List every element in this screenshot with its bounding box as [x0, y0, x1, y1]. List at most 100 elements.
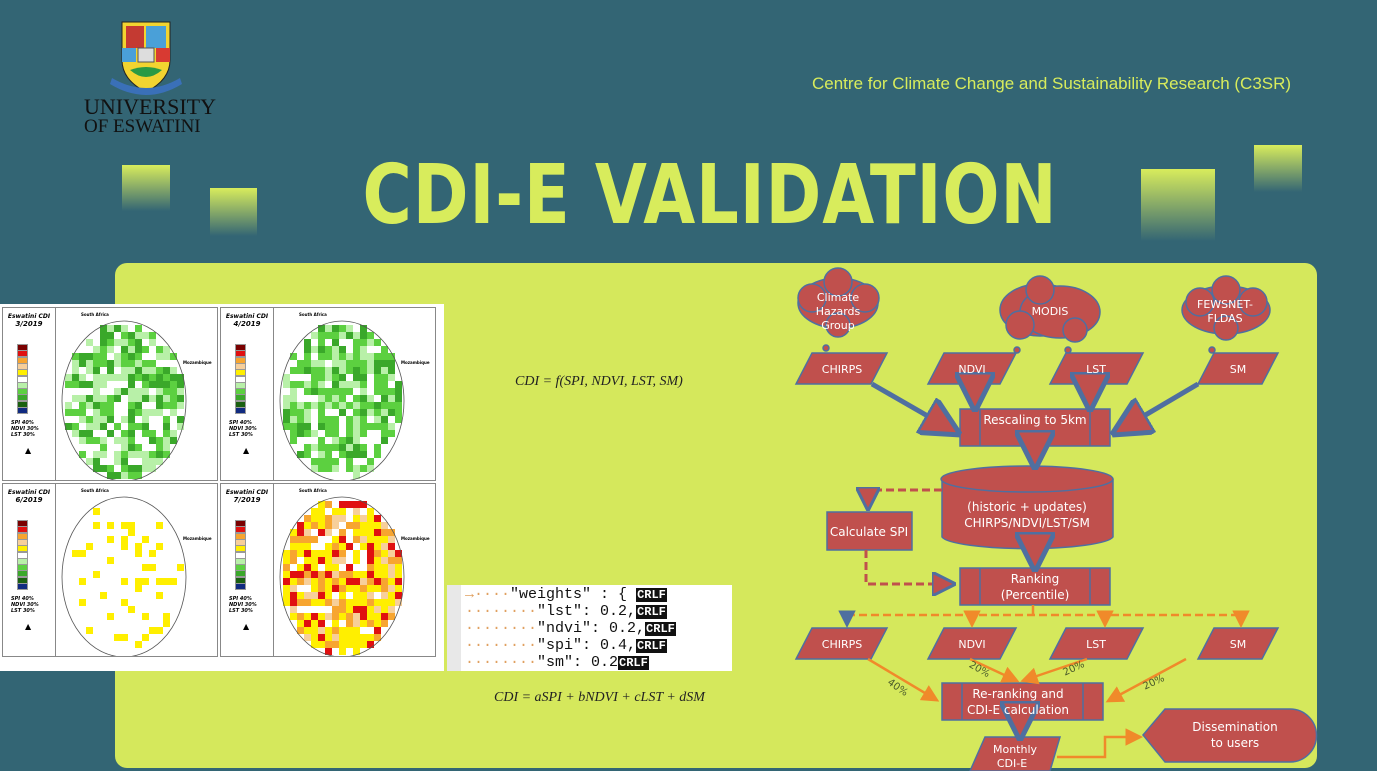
calculate-spi-process	[826, 511, 913, 551]
weights-code-snippet: →····"weights" : { CRLF ········"lst": 0…	[447, 585, 732, 671]
map-cell	[367, 529, 374, 536]
map-cell	[353, 536, 360, 543]
map-cell	[128, 423, 135, 430]
map-cell	[170, 381, 177, 388]
map-cell	[325, 515, 332, 522]
map-cell	[283, 416, 290, 423]
map-cell	[135, 444, 142, 451]
map-cell	[149, 416, 156, 423]
map-cell	[142, 367, 149, 374]
calculate-spi-label: Calculate SPI	[830, 525, 908, 539]
map-cell	[149, 564, 156, 571]
map-cell	[283, 402, 290, 409]
map-cell	[135, 606, 142, 613]
map-cell	[353, 353, 360, 360]
map-cell	[290, 592, 297, 599]
map-cell	[121, 634, 128, 641]
output-sm	[1196, 627, 1280, 660]
map-cell	[156, 585, 163, 592]
map-cell	[325, 472, 332, 479]
map-cell	[107, 444, 114, 451]
map-cell	[381, 346, 388, 353]
map-cell	[395, 423, 402, 430]
map-cell	[93, 599, 100, 606]
map-cell	[395, 402, 402, 409]
map-cell	[100, 536, 107, 543]
map-cell	[114, 353, 121, 360]
map-legend: Eswatini CDI 4/2019 SPI 40% NDVI 30% LST 30%…	[221, 308, 274, 480]
map-cell	[360, 423, 367, 430]
map-cell	[346, 472, 353, 479]
map-cell	[156, 599, 163, 606]
map-cell	[100, 437, 107, 444]
map-cell	[149, 508, 156, 515]
map-cell	[353, 367, 360, 374]
map-cell	[149, 395, 156, 402]
map-cell	[79, 571, 86, 578]
map-cell	[79, 444, 86, 451]
map-cell	[100, 585, 107, 592]
map-cell	[156, 613, 163, 620]
map-cell	[100, 423, 107, 430]
map-cell	[114, 550, 121, 557]
map-cell	[297, 444, 304, 451]
map-cell	[86, 395, 93, 402]
map-cell	[135, 550, 142, 557]
map-cell	[388, 550, 395, 557]
map-label-south-africa: South Africa	[299, 488, 327, 493]
map-cell	[290, 606, 297, 613]
map-cell	[367, 416, 374, 423]
map-cell	[72, 416, 79, 423]
map-cell	[360, 416, 367, 423]
map-cell	[339, 465, 346, 472]
map-cell	[100, 592, 107, 599]
cdi-map-panel: Eswatini CDI 3/2019 SPI 40% NDVI 30% LST 30%…	[2, 307, 218, 481]
map-cell	[325, 437, 332, 444]
map-cell	[304, 381, 311, 388]
map-cell	[304, 571, 311, 578]
map-cell	[149, 353, 156, 360]
map-cell	[374, 557, 381, 564]
map-cell	[79, 360, 86, 367]
map-cell	[114, 648, 121, 655]
map-cell	[339, 543, 346, 550]
map-cell	[100, 458, 107, 465]
map-cell	[114, 458, 121, 465]
map-cell	[86, 409, 93, 416]
map-cell	[72, 374, 79, 381]
map-cell	[339, 458, 346, 465]
map-cell	[156, 437, 163, 444]
map-cell	[163, 613, 170, 620]
map-cell	[332, 395, 339, 402]
map-cell	[65, 578, 72, 585]
map-cell	[79, 578, 86, 585]
map-cell	[395, 388, 402, 395]
map-cell	[107, 557, 114, 564]
map-cell	[388, 536, 395, 543]
map-cell	[79, 606, 86, 613]
map-cell	[339, 557, 346, 564]
map-cell	[388, 367, 395, 374]
map-cell	[114, 515, 121, 522]
map-cell	[332, 325, 339, 332]
map-cell	[339, 508, 346, 515]
map-cell	[100, 402, 107, 409]
source-label: Hazards	[816, 305, 861, 318]
map-cell	[121, 648, 128, 655]
map-cell	[72, 564, 79, 571]
map-cell	[367, 353, 374, 360]
map-cell	[381, 564, 388, 571]
map-cell	[297, 592, 304, 599]
map-cell	[142, 451, 149, 458]
map-cell	[388, 381, 395, 388]
map-cell	[170, 416, 177, 423]
map-cell	[395, 571, 402, 578]
legend-swatch	[235, 407, 246, 414]
map-cell	[93, 585, 100, 592]
map-cell	[93, 578, 100, 585]
map-date: 6/2019	[15, 496, 43, 504]
map-cell	[86, 381, 93, 388]
map-cell	[170, 571, 177, 578]
map-cell	[121, 381, 128, 388]
map-cell	[100, 620, 107, 627]
